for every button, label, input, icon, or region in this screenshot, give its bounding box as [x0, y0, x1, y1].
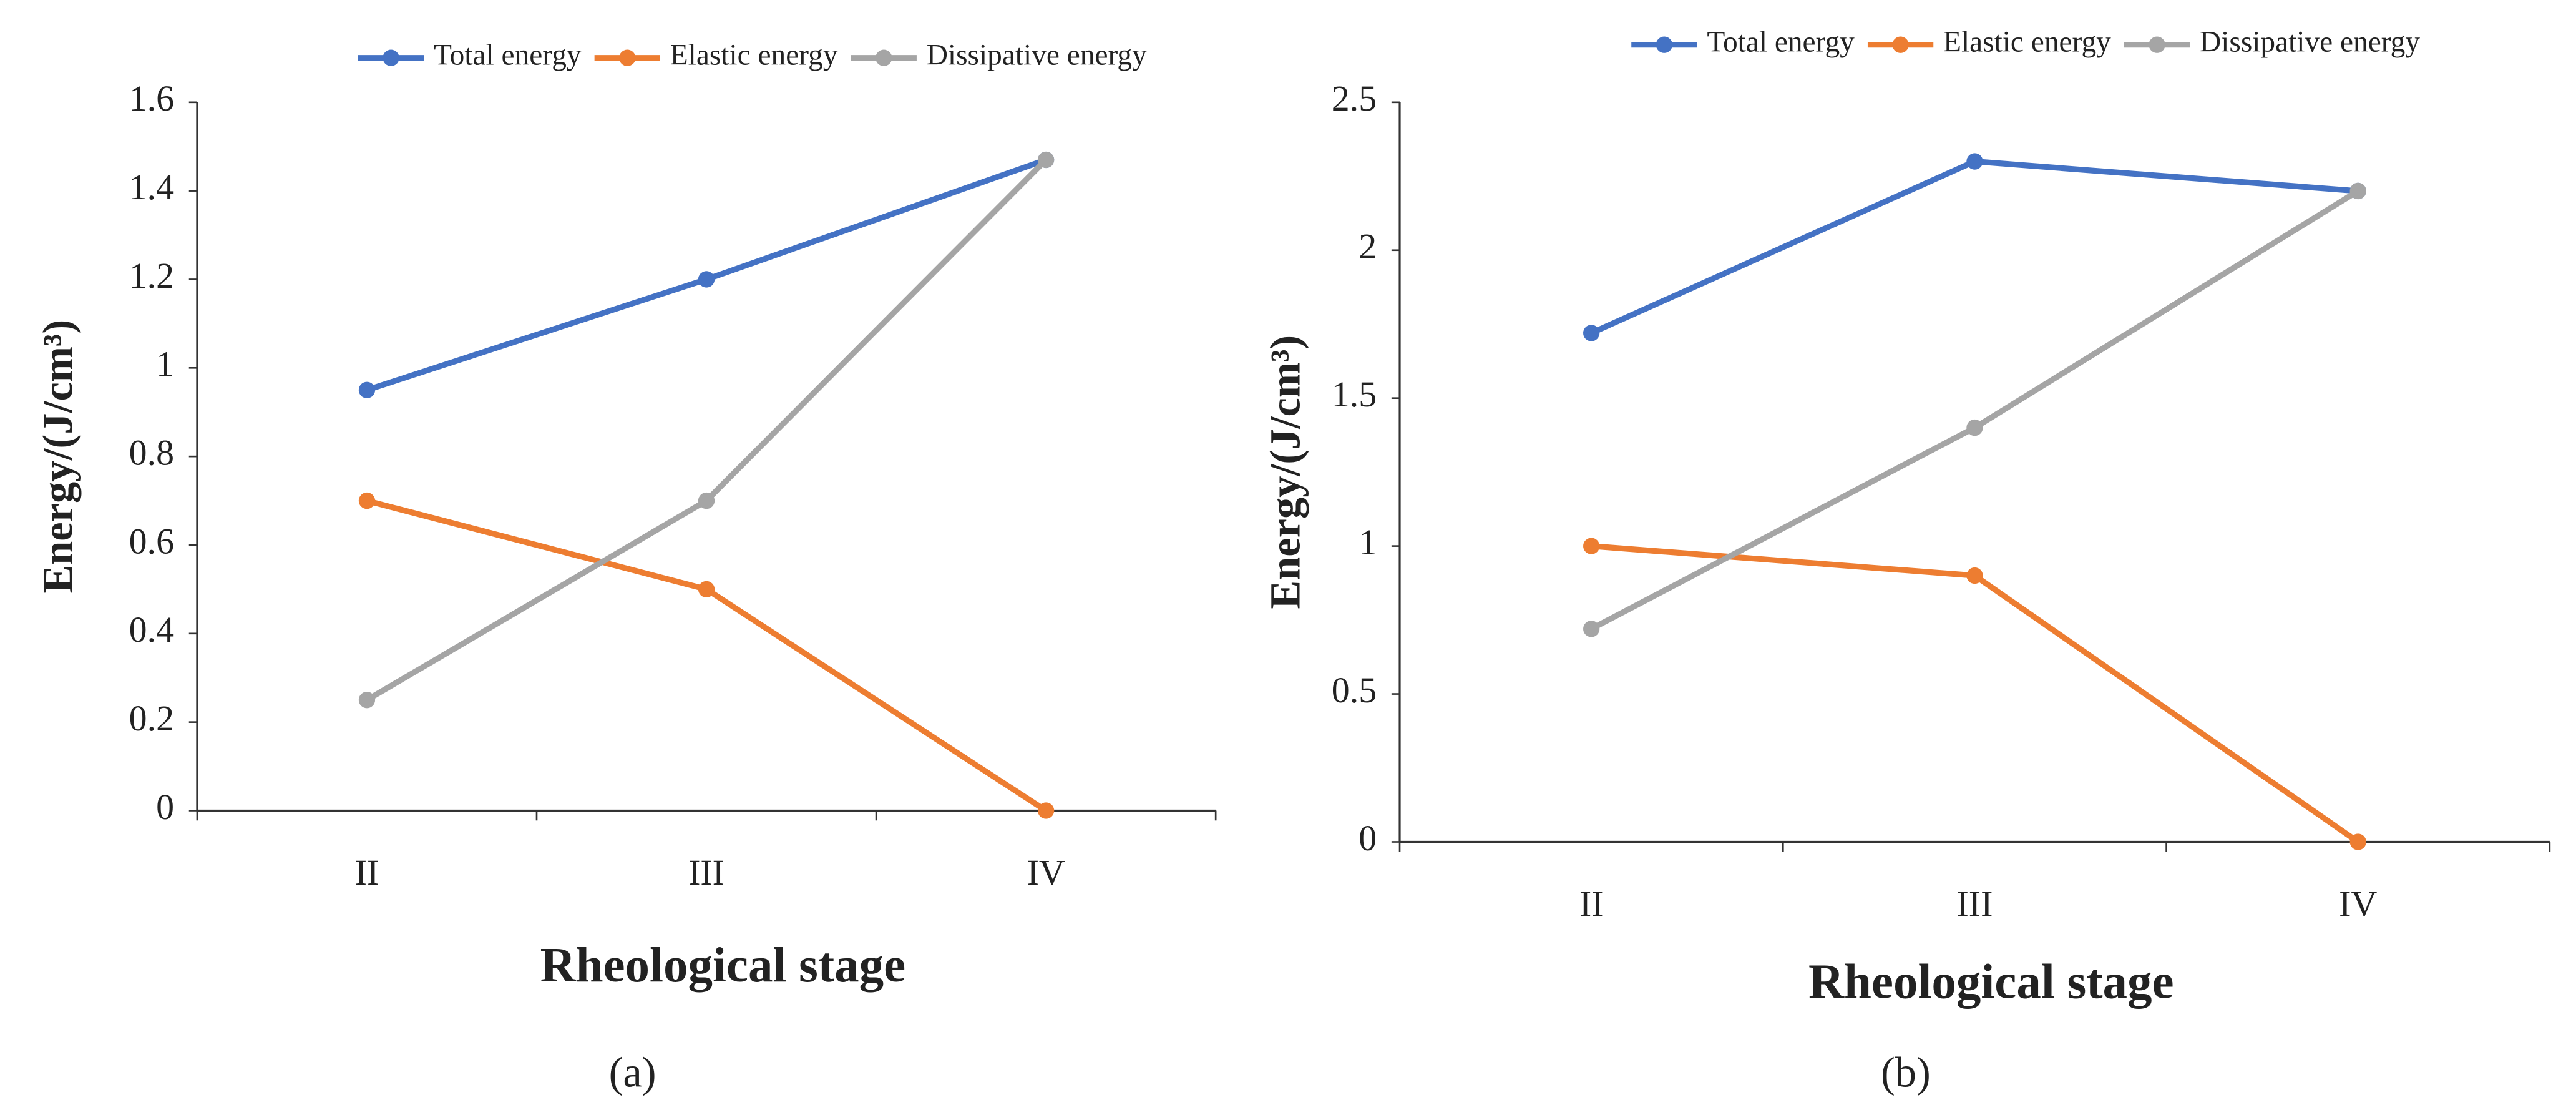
y-tick-label: 2.5 [1332, 78, 1377, 119]
point [698, 492, 715, 509]
legend-label: Total energy [434, 39, 582, 72]
x-tick-label: III [688, 852, 724, 893]
y-tick-label: 0.4 [129, 609, 174, 650]
point [698, 271, 715, 288]
x-tick-label: III [1957, 883, 1993, 924]
point [1966, 153, 1983, 170]
x-axis-title: Rheological stage [540, 938, 906, 993]
legend-marker [619, 49, 636, 66]
series-line [1591, 543, 2360, 845]
x-tick-label: IV [2339, 883, 2377, 924]
point [1037, 802, 1055, 819]
legend-marker [876, 49, 892, 66]
x-tick-label: II [1579, 883, 1604, 924]
point [2349, 182, 2366, 200]
point [1583, 621, 1600, 637]
y-tick-label: 1.6 [129, 78, 174, 119]
legend-marker [1656, 36, 1673, 53]
y-tick-label: 0 [1359, 818, 1377, 858]
y-tick-label: 1.5 [1332, 374, 1377, 415]
panel-label: (b) [1881, 1049, 1931, 1096]
y-axis-title: Energy/(J/cm³) [34, 320, 82, 594]
y-tick-label: 1.2 [129, 255, 174, 296]
series-line [365, 157, 1048, 703]
y-tick-label: 0.6 [129, 521, 174, 561]
series-line [1590, 189, 2360, 632]
y-tick-label: 0 [156, 787, 174, 827]
y-tick-label: 1 [156, 344, 174, 385]
legend-label: Dissipative energy [2200, 26, 2420, 59]
legend-marker [2149, 36, 2165, 53]
x-tick-label: II [355, 852, 379, 893]
point [358, 492, 376, 509]
legend-label: Elastic energy [670, 39, 838, 72]
y-tick-label: 1 [1359, 522, 1377, 562]
point [358, 381, 376, 398]
x-axis-title: Rheological stage [1808, 955, 2174, 1009]
series-line [366, 498, 1048, 813]
point [1583, 538, 1600, 554]
point [1037, 151, 1055, 169]
legend-label: Total energy [1707, 26, 1855, 59]
point [1583, 325, 1600, 341]
series-line [1590, 158, 2359, 336]
point [2349, 833, 2366, 850]
y-tick-label: 1.4 [129, 167, 174, 207]
y-tick-label: 0.2 [129, 698, 174, 739]
point [1966, 567, 1983, 584]
legend-marker [1892, 36, 1909, 53]
y-axis-title: Energy/(J/cm³) [1261, 335, 1309, 609]
y-tick-label: 2 [1359, 226, 1377, 267]
legend-marker [383, 49, 399, 66]
panel-label: (a) [609, 1049, 656, 1096]
x-tick-label: IV [1027, 852, 1065, 893]
point [358, 692, 376, 709]
point [1966, 419, 1983, 436]
legend-label: Dissipative energy [927, 39, 1147, 72]
point [698, 581, 715, 598]
y-tick-label: 0.5 [1332, 670, 1377, 710]
legend-label: Elastic energy [1943, 26, 2111, 59]
y-tick-label: 0.8 [129, 432, 174, 473]
